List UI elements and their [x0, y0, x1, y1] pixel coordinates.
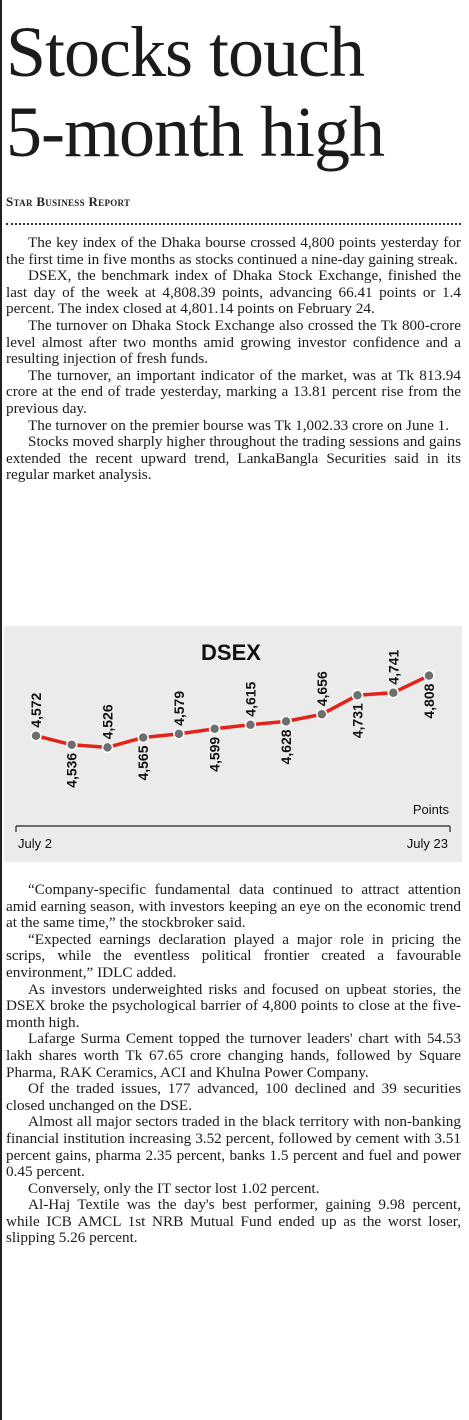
data-label: 4,572	[28, 692, 44, 727]
paragraph: The key index of the Dhaka bourse crosse…	[6, 234, 461, 268]
paragraph: The turnover on Dhaka Stock Exchange als…	[6, 316, 461, 368]
dsex-series-line	[35, 674, 430, 750]
article-body-bottom: “Company-specific fundamental data conti…	[6, 881, 461, 1247]
paragraph: Conversely, only the IT sector lost 1.02…	[28, 1179, 320, 1197]
data-label: 4,579	[171, 691, 187, 726]
paragraph: The turnover on the premier bourse was T…	[28, 416, 450, 434]
paragraph: Of the traded issues, 177 advanced, 100 …	[6, 1080, 461, 1114]
data-label: 4,599	[207, 737, 223, 772]
data-point	[423, 669, 435, 682]
paragraph: Stocks moved sharply higher throughout t…	[6, 433, 461, 484]
data-point	[316, 708, 328, 721]
data-label: 4,615	[242, 681, 258, 716]
x-axis-start-label: July 2	[18, 836, 52, 851]
data-point	[101, 741, 114, 754]
chart-point-layer	[30, 669, 435, 754]
data-point	[208, 723, 221, 735]
chart-title: DSEX	[201, 640, 261, 665]
data-point	[351, 689, 364, 701]
data-label: 4,526	[100, 704, 116, 739]
y-axis-unit-label: Points	[413, 802, 450, 817]
byline-divider	[6, 223, 461, 225]
paragraph: As investors underweighted risks and foc…	[6, 980, 461, 1031]
data-point	[244, 718, 257, 731]
dsex-chart-svg: DSEX 4,572 4,536 4,526 4,565 4,579 4,599 4,615…	[15, 640, 451, 851]
dsex-chart: DSEX 4,572 4,536 4,526 4,565 4,579 4,599 4,615…	[4, 626, 462, 862]
paragraph: Almost all major sectors traded in the b…	[6, 1113, 461, 1181]
chart-label-layer: 4,572 4,536 4,526 4,565 4,579 4,599 4,615 4,628…	[28, 649, 437, 787]
data-point	[280, 715, 292, 728]
paragraph: DSEX, the benchmark index of Dhaka Stock…	[6, 267, 461, 318]
data-label: 4,731	[350, 703, 366, 738]
byline: Star Business Report	[6, 194, 131, 209]
data-point	[173, 728, 185, 740]
data-label: 4,536	[64, 753, 80, 788]
data-point	[387, 686, 400, 699]
data-label: 4,741	[385, 649, 401, 684]
data-point	[30, 729, 42, 742]
data-point	[137, 731, 149, 744]
article-body-top: The key index of the Dhaka bourse crosse…	[6, 234, 461, 484]
paragraph: “Company-specific fundamental data conti…	[6, 881, 461, 932]
data-label: 4,565	[135, 745, 151, 780]
data-label: 4,628	[278, 729, 294, 764]
paragraph: “Expected earnings declaration played a …	[6, 930, 461, 981]
data-point	[65, 739, 78, 751]
data-label: 4,656	[314, 671, 330, 706]
paragraph: Lafarge Surma Cement topped the turnover…	[6, 1030, 461, 1081]
paragraph: The turnover, an important indicator of …	[6, 366, 461, 417]
headline-line-2: 5-month high	[6, 92, 385, 172]
left-column-rule	[0, 0, 2, 1420]
headline: Stocks touch 5-month high	[6, 12, 466, 172]
data-label: 4,808	[421, 683, 437, 718]
x-axis-end-label: July 23	[407, 836, 448, 851]
paragraph: Al-Haj Textile was the day's best perfor…	[6, 1196, 461, 1247]
chart-line-layer	[35, 674, 430, 750]
headline-line-1: Stocks touch	[6, 12, 365, 92]
